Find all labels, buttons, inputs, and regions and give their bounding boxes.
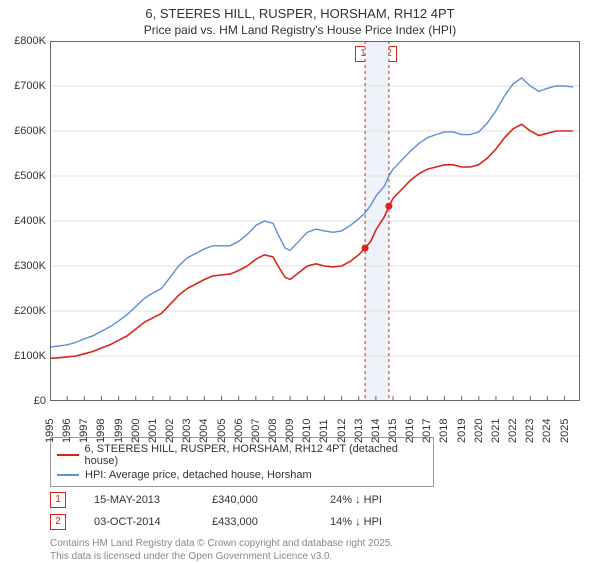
x-tick-label: 2009 xyxy=(284,419,296,443)
x-tick-label: 2012 xyxy=(336,419,348,443)
x-tick-label: 2024 xyxy=(541,419,553,443)
x-tick-label: 2025 xyxy=(559,419,571,443)
chart-title: 6, STEERES HILL, RUSPER, HORSHAM, RH12 4… xyxy=(0,0,600,21)
x-axis-labels: 1995199619971998199920002001200220032004… xyxy=(50,401,580,431)
x-tick-label: 2002 xyxy=(164,419,176,443)
x-tick-label: 2020 xyxy=(473,419,485,443)
sales-price: £340,000 xyxy=(212,494,302,506)
x-tick-label: 2001 xyxy=(147,419,159,443)
y-tick-label: £800K xyxy=(0,35,46,47)
sales-delta: 24% ↓ HPI xyxy=(330,494,420,506)
sales-row: 2 03-OCT-2014 £433,000 14% ↓ HPI xyxy=(50,511,580,533)
x-tick-label: 2011 xyxy=(318,419,330,443)
legend-row: 6, STEERES HILL, RUSPER, HORSHAM, RH12 4… xyxy=(57,442,427,468)
y-tick-label: £700K xyxy=(0,80,46,92)
legend-label: HPI: Average price, detached house, Hors… xyxy=(85,469,312,481)
y-tick-label: £0 xyxy=(0,395,46,407)
chart-container: 6, STEERES HILL, RUSPER, HORSHAM, RH12 4… xyxy=(0,0,600,560)
legend-row: HPI: Average price, detached house, Hors… xyxy=(57,468,427,482)
x-tick-label: 1997 xyxy=(78,419,90,443)
x-tick-label: 1999 xyxy=(113,419,125,443)
legend-swatch xyxy=(57,454,79,456)
sales-date: 03-OCT-2014 xyxy=(94,516,184,528)
chart-subtitle: Price paid vs. HM Land Registry's House … xyxy=(0,21,600,41)
x-tick-label: 1998 xyxy=(95,419,107,443)
x-tick-label: 2004 xyxy=(198,419,210,443)
footnote-line: This data is licensed under the Open Gov… xyxy=(50,550,600,563)
chart-plot-area: £0£100K£200K£300K£400K£500K£600K£700K£80… xyxy=(50,41,580,401)
x-tick-label: 2018 xyxy=(438,419,450,443)
legend-label: 6, STEERES HILL, RUSPER, HORSHAM, RH12 4… xyxy=(85,443,427,467)
x-tick-label: 2003 xyxy=(181,419,193,443)
x-tick-label: 2023 xyxy=(524,419,536,443)
sales-date: 15-MAY-2013 xyxy=(94,494,184,506)
x-tick-label: 2007 xyxy=(250,419,262,443)
x-tick-label: 1996 xyxy=(61,419,73,443)
x-tick-label: 2006 xyxy=(233,419,245,443)
x-tick-label: 2013 xyxy=(353,419,365,443)
x-tick-label: 2015 xyxy=(387,419,399,443)
x-tick-label: 1995 xyxy=(44,419,56,443)
x-tick-label: 2005 xyxy=(216,419,228,443)
legend-box: 6, STEERES HILL, RUSPER, HORSHAM, RH12 4… xyxy=(50,437,434,487)
y-tick-label: £200K xyxy=(0,305,46,317)
y-tick-label: £400K xyxy=(0,215,46,227)
sales-row: 1 15-MAY-2013 £340,000 24% ↓ HPI xyxy=(50,489,580,511)
x-tick-label: 2017 xyxy=(421,419,433,443)
x-tick-label: 2010 xyxy=(301,419,313,443)
sales-price: £433,000 xyxy=(212,516,302,528)
x-tick-label: 2000 xyxy=(130,419,142,443)
sales-delta: 14% ↓ HPI xyxy=(330,516,420,528)
sales-row-marker: 1 xyxy=(50,492,66,508)
footnote-line: Contains HM Land Registry data © Crown c… xyxy=(50,537,600,550)
y-tick-label: £300K xyxy=(0,260,46,272)
y-tick-label: £600K xyxy=(0,125,46,137)
x-tick-label: 2019 xyxy=(456,419,468,443)
x-tick-label: 2014 xyxy=(370,419,382,443)
line-chart-svg xyxy=(50,41,580,401)
x-tick-label: 2022 xyxy=(507,419,519,443)
sales-row-marker: 2 xyxy=(50,514,66,530)
legend-swatch xyxy=(57,474,79,476)
x-tick-label: 2021 xyxy=(490,419,502,443)
x-tick-label: 2016 xyxy=(404,419,416,443)
sales-table: 1 15-MAY-2013 £340,000 24% ↓ HPI 2 03-OCT-201… xyxy=(50,489,580,533)
x-tick-label: 2008 xyxy=(267,419,279,443)
footnote: Contains HM Land Registry data © Crown c… xyxy=(50,537,600,563)
y-tick-label: £100K xyxy=(0,350,46,362)
y-tick-label: £500K xyxy=(0,170,46,182)
